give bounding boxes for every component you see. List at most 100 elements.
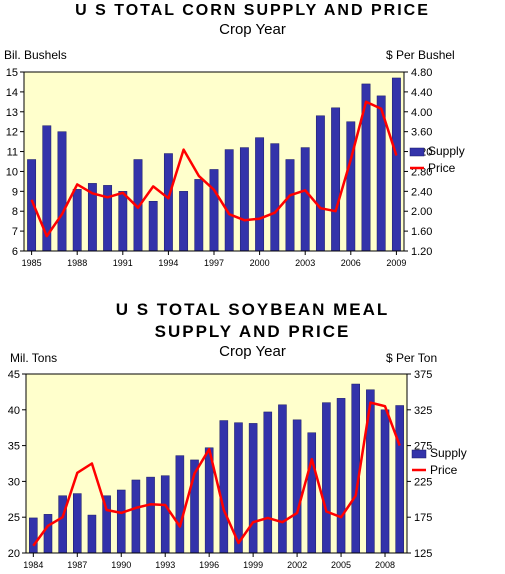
supply-bar (175, 455, 185, 554)
y-right-tick-label: 3.60 (411, 127, 432, 139)
y-left-axis-label: Bil. Bushels (4, 48, 67, 62)
supply-bar (146, 476, 155, 554)
y-right-tick-label: 275 (414, 441, 432, 453)
y-left-tick-label: 30 (8, 476, 20, 488)
supply-bar (131, 479, 141, 554)
y-left-axis-label: Mil. Tons (10, 351, 57, 365)
y-left-tick-label: 12 (6, 127, 18, 139)
supply-bar (255, 137, 265, 252)
legend-supply-swatch (411, 449, 427, 459)
x-tick-label: 1996 (199, 560, 219, 570)
supply-bar (270, 143, 280, 252)
chart-subtitle: Crop Year (219, 21, 286, 38)
chart-title: U S TOTAL SOYBEAN MEAL (115, 300, 390, 319)
supply-bar (118, 191, 128, 252)
y-right-tick-label: 1.60 (411, 226, 432, 238)
legend-supply-label: Supply (430, 446, 467, 460)
supply-bar (248, 423, 258, 554)
supply-bar (285, 159, 295, 252)
y-right-axis-label: $ Per Ton (386, 351, 437, 365)
supply-bar (234, 422, 243, 554)
y-right-tick-label: 2.80 (411, 166, 432, 178)
legend-price-label: Price (430, 463, 458, 477)
y-left-tick-label: 35 (8, 441, 20, 453)
x-tick-label: 1994 (158, 258, 178, 268)
supply-bar (322, 402, 331, 554)
y-left-tick-label: 15 (6, 67, 18, 79)
supply-bar (239, 147, 249, 252)
plot-frame (25, 373, 408, 554)
supply-bar (160, 475, 170, 554)
y-right-axis-label: $ Per Bushel (386, 48, 455, 62)
y-left-tick-label: 25 (8, 512, 20, 524)
legend-supply-label: Supply (428, 144, 465, 158)
y-left-tick-label: 9 (12, 186, 18, 198)
plot-area (26, 374, 407, 553)
supply-bar (179, 191, 189, 252)
y-left-tick-label: 20 (8, 548, 20, 560)
supply-bar (58, 495, 67, 554)
x-tick-label: 2008 (375, 560, 395, 570)
supply-bar (194, 179, 204, 252)
supply-bar (336, 398, 346, 554)
supply-bar (331, 107, 341, 252)
y-left-tick-label: 7 (12, 226, 18, 238)
x-tick-label: 2002 (287, 560, 307, 570)
x-tick-label: 2003 (295, 258, 315, 268)
y-left-tick-label: 10 (6, 166, 18, 178)
y-left-tick-label: 14 (6, 87, 18, 99)
supply-bar (395, 405, 404, 554)
x-tick-label: 1988 (67, 258, 87, 268)
supply-bar (315, 115, 325, 252)
y-right-tick-label: 225 (414, 476, 432, 488)
y-right-tick-label: 4.40 (411, 87, 432, 99)
soybean-meal-chart-svg: 20 25 30 35 40 45 125 175 225 275 325 375 1984 1987 19… (8, 351, 467, 570)
chart-title-line2: SUPPLY AND PRICE (154, 322, 351, 341)
x-tick-label: 1997 (204, 258, 224, 268)
x-tick-label: 1991 (113, 258, 133, 268)
x-tick-label: 1993 (155, 560, 175, 570)
y-right-tick-label: 175 (414, 512, 432, 524)
corn-chart-svg: 67891011121314151.201.602.002.402.803.20… (4, 48, 465, 268)
y-right-tick-label: 2.00 (411, 206, 432, 218)
y-right-tick-label: 2.40 (411, 186, 432, 198)
x-tick-label: 1999 (243, 560, 263, 570)
supply-bar (29, 517, 38, 554)
y-right-tick-label: 125 (414, 548, 432, 560)
soybean-meal-chart: U S TOTAL SOYBEAN MEAL SUPPLY AND PRICE … (0, 292, 505, 574)
y-right-tick-label: 4.00 (411, 107, 432, 119)
supply-bar (292, 419, 302, 554)
legend-supply-swatch (409, 147, 425, 157)
x-tick-label: 2005 (331, 560, 351, 570)
y-right-tick-label: 1.20 (411, 246, 432, 258)
supply-bar (87, 514, 97, 554)
x-tick-label: 2000 (250, 258, 270, 268)
supply-bar (380, 409, 390, 554)
y-left-tick-label: 40 (8, 405, 20, 417)
chart-title: U S TOTAL CORN SUPPLY AND PRICE (75, 2, 430, 19)
price-line (32, 401, 401, 547)
supply-bar (346, 121, 356, 252)
y-right-tick-label: 4.80 (411, 67, 432, 79)
supply-bar (57, 131, 67, 252)
y-right-tick-label: 375 (414, 369, 432, 381)
x-tick-label: 2006 (341, 258, 361, 268)
y-left-tick-label: 11 (7, 147, 18, 159)
supply-bar (163, 153, 173, 252)
x-tick-label: 1984 (23, 560, 43, 570)
supply-bar (219, 420, 229, 554)
corn-chart: U S TOTAL CORN SUPPLY AND PRICE Crop Yea… (0, 0, 505, 285)
y-left-tick-label: 6 (12, 246, 18, 258)
supply-bar (73, 493, 82, 554)
supply-bar (224, 149, 234, 252)
supply-bar (209, 169, 219, 252)
chart-subtitle: Crop Year (219, 343, 286, 360)
legend-price-label: Price (428, 161, 456, 175)
x-tick-label: 1985 (22, 258, 42, 268)
y-right-tick-label: 325 (414, 405, 432, 417)
y-left-tick-label: 13 (6, 107, 18, 119)
supply-bar (116, 489, 126, 554)
supply-bar (351, 383, 360, 554)
y-left-tick-label: 8 (12, 206, 18, 218)
supply-bar (263, 411, 273, 554)
